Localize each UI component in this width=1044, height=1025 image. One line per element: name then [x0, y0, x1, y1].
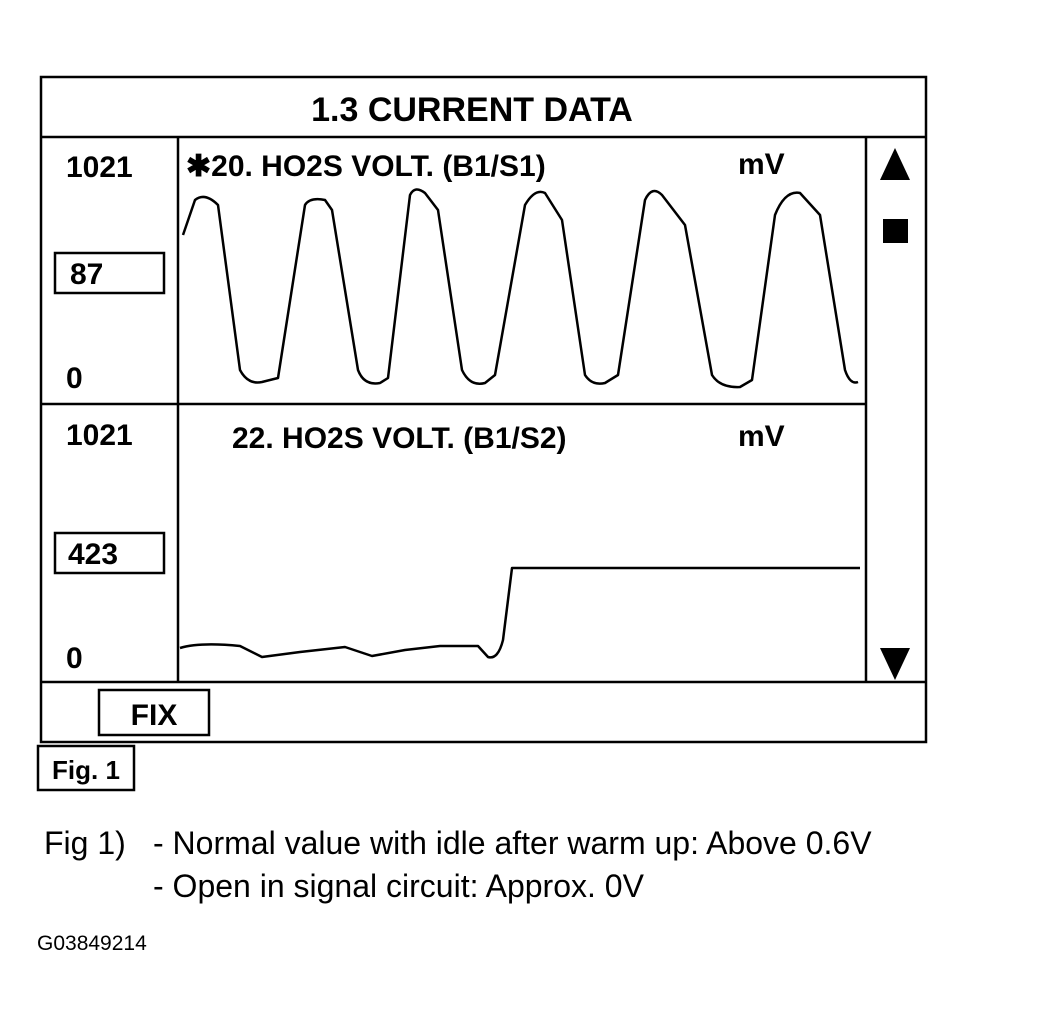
caption-lead: Fig 1) — [44, 825, 126, 861]
scroll-down[interactable] — [880, 648, 910, 680]
parameter-label: ✱20. HO2S VOLT. (B1/S1) — [186, 150, 546, 183]
figure-tag-box — [36, 744, 136, 792]
fix-button[interactable] — [97, 688, 211, 737]
max-label: 1021 — [66, 151, 133, 184]
max-label: 1021 — [66, 419, 133, 452]
fix-button-label[interactable]: FIX — [131, 699, 178, 732]
waveform — [181, 188, 859, 389]
screen-title: 1.3 CURRENT DATA — [311, 91, 633, 129]
scan-tool-screen — [39, 75, 928, 744]
figure-tag: Fig. 1 — [52, 755, 120, 785]
min-label: 0 — [66, 362, 83, 395]
caption-line: - Open in signal circuit: Approx. 0V — [153, 868, 645, 904]
parameter-label: 22. HO2S VOLT. (B1/S2) — [232, 422, 567, 455]
value-box — [53, 531, 166, 575]
scroll-up[interactable] — [880, 148, 910, 180]
current-value: 423 — [68, 538, 118, 571]
value-box — [53, 251, 166, 295]
figure-code: G03849214 — [37, 932, 147, 955]
waveform — [179, 566, 860, 659]
current-value: 87 — [70, 258, 103, 291]
caption-line: - Normal value with idle after warm up: … — [153, 825, 872, 861]
min-label: 0 — [66, 642, 83, 675]
unit: mV — [738, 148, 785, 181]
scroll-thumb[interactable] — [883, 219, 908, 243]
unit: mV — [738, 420, 785, 453]
